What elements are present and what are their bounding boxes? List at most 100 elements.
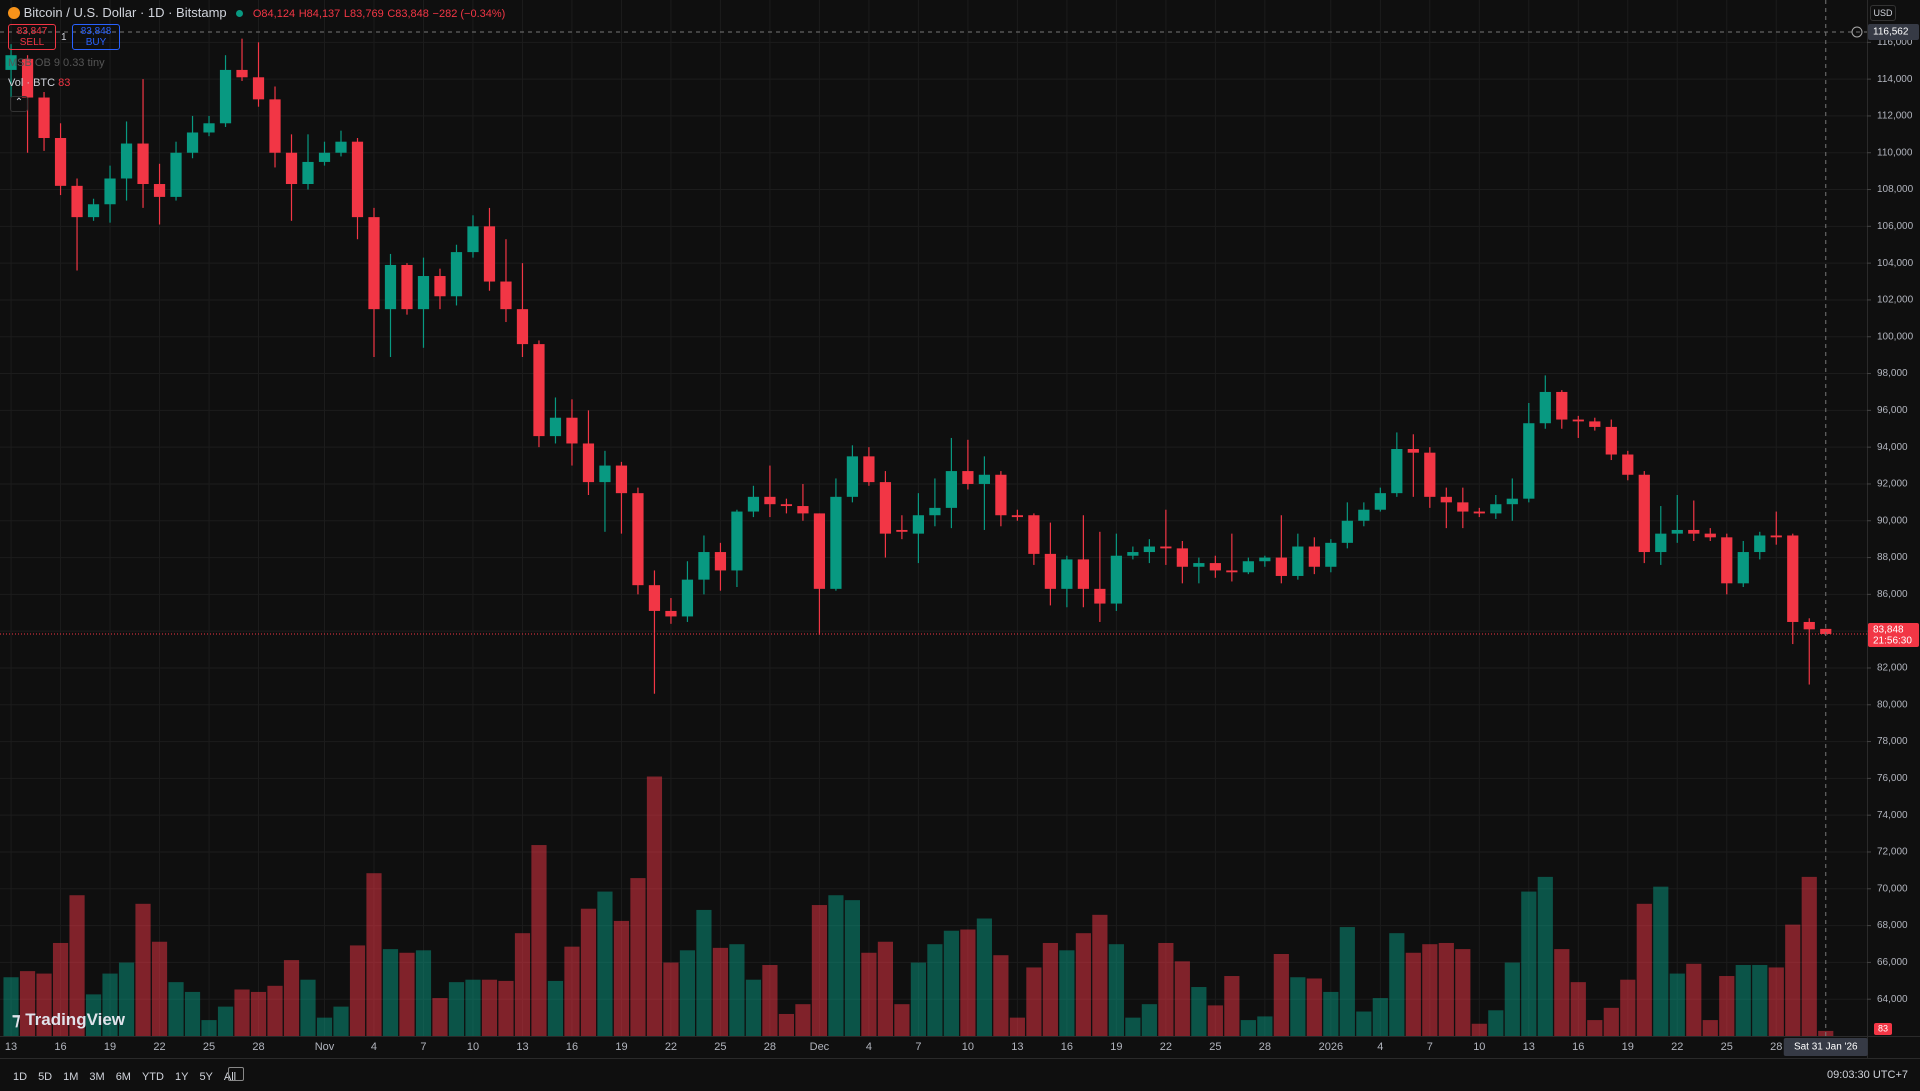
volume-bar [85, 994, 102, 1036]
y-tick-label: 108,000 [1877, 184, 1914, 195]
buy-price: 83,848 [80, 26, 112, 37]
sell-button[interactable]: 83,847 SELL [8, 24, 56, 50]
volume-bar [1488, 1010, 1504, 1036]
volume-bar [1801, 876, 1817, 1036]
candle-body [747, 496, 760, 512]
volume-bar [1603, 1007, 1619, 1036]
range-button[interactable]: 1M [63, 1071, 79, 1083]
volume-bar [349, 945, 366, 1036]
candle-body [1358, 509, 1370, 521]
range-button[interactable]: 5D [38, 1071, 53, 1083]
range-button[interactable]: YTD [141, 1071, 164, 1083]
candle-body [351, 141, 364, 218]
candle-body [582, 443, 595, 483]
collapse-button[interactable]: ⌃ [10, 96, 28, 112]
crosshair-plus [1851, 26, 1863, 38]
volume-bar [1636, 903, 1652, 1036]
candle-body [1440, 496, 1452, 503]
x-tick-label: 22 [1160, 1041, 1172, 1053]
candle-body [1803, 621, 1815, 630]
volume-bar [547, 980, 564, 1036]
indicator-volume[interactable]: Vol · BTC 83 [8, 77, 70, 89]
volume-bar [1653, 886, 1669, 1036]
volume-bar [927, 944, 943, 1036]
candle-body [1754, 535, 1766, 553]
range-button[interactable]: 1Y [174, 1071, 189, 1083]
volume-bar [1686, 963, 1702, 1036]
indicator-msb[interactable]: MSB OB 9 0.33 tiny [8, 57, 105, 69]
y-tick-label: 102,000 [1877, 295, 1914, 306]
currency[interactable]: USD [1870, 5, 1896, 21]
candle-body [1457, 502, 1469, 512]
x-tick-label: 13 [1523, 1041, 1535, 1053]
x-tick-label: 22 [153, 1041, 165, 1053]
volume-bar [795, 1004, 811, 1036]
volume-value: 83 [58, 77, 71, 89]
range-button[interactable]: 1D [13, 1071, 28, 1083]
logo-text: TradingView [25, 1010, 126, 1029]
candle-body [1325, 542, 1337, 567]
volume-bar [564, 946, 580, 1036]
volume-bar [1620, 979, 1636, 1036]
volume-bar [1042, 942, 1058, 1036]
y-tick-label: 74,000 [1877, 810, 1908, 821]
last-price-label: 83,848 [1873, 625, 1904, 636]
candle-body [1176, 548, 1188, 567]
buy-button[interactable]: 83,848 BUY [72, 24, 120, 50]
candle-body [1391, 448, 1403, 494]
symbol[interactable]: Bitcoin / U.S. Dollar · 1D · Bitstamp [23, 5, 227, 20]
candle-body [417, 276, 430, 310]
candle-body [500, 281, 512, 310]
candle-body [912, 515, 925, 534]
y-tick-label: 94,000 [1877, 442, 1908, 453]
x-tick-label: 16 [1061, 1041, 1073, 1053]
candle-body [599, 465, 611, 483]
range-button[interactable]: 3M [89, 1071, 105, 1083]
crosshair-price-box [1868, 23, 1919, 40]
volume-bar [1669, 973, 1685, 1036]
x-tick-label: 4 [1377, 1041, 1383, 1053]
candle-body [566, 417, 578, 444]
volume-bar [861, 952, 877, 1036]
candle-body [797, 506, 809, 514]
volume-bar [580, 908, 597, 1036]
candle-body [1259, 557, 1271, 562]
quantity[interactable]: 1 [61, 32, 67, 43]
range-button[interactable]: 6M [115, 1071, 131, 1083]
candle-body [549, 417, 562, 437]
volume-bar [316, 1017, 333, 1036]
volume-bar [1224, 976, 1240, 1036]
volume-bar [646, 776, 663, 1036]
date-range-button[interactable] [228, 1067, 244, 1081]
candle-body [450, 252, 463, 297]
volume-bar [712, 947, 729, 1036]
volume-name: Vol · BTC [8, 77, 56, 89]
candle-body [318, 152, 331, 162]
volume-bar [844, 900, 861, 1036]
sell-price: 83,847 [16, 26, 48, 37]
candle-body [1374, 493, 1386, 510]
volume-bar [1521, 891, 1537, 1036]
volume-bar [1108, 944, 1124, 1036]
status-dot [236, 10, 244, 17]
candle-body [1721, 537, 1733, 584]
range-buttons: 1D 5D 1M 3M 6M YTD 1Y 5Y All [13, 1069, 247, 1083]
volume-bar [267, 985, 283, 1036]
volume-bar [663, 962, 679, 1036]
candle-body [896, 529, 908, 532]
volume-bar [69, 895, 85, 1036]
volume-bar [1207, 1005, 1223, 1036]
x-tick-label: 4 [371, 1041, 377, 1053]
ohlc-open: O84,124 [252, 8, 296, 20]
range-button[interactable]: 5Y [199, 1071, 213, 1083]
volume-bar [151, 941, 168, 1036]
candle-body [302, 161, 314, 185]
x-tick-label: 19 [1110, 1041, 1122, 1053]
candle-body [285, 152, 298, 185]
candle-body [780, 504, 793, 507]
volume-bar [366, 873, 382, 1036]
volume-bar [1372, 998, 1388, 1036]
candle-body [186, 132, 199, 153]
volume-bar [118, 962, 135, 1036]
volume-bar [679, 950, 696, 1036]
